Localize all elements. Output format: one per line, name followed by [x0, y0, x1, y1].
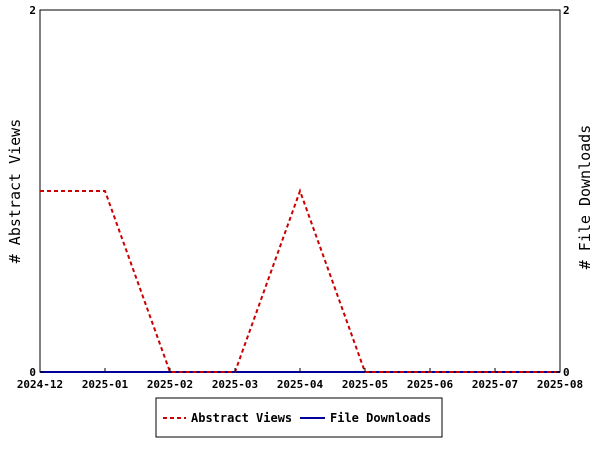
- legend: Abstract Views File Downloads: [155, 397, 443, 438]
- y-left-tick-label-2: 2: [29, 4, 36, 17]
- y-axis-right-title: # File Downloads: [576, 125, 594, 270]
- x-tick-label-2025-07: 2025-07: [472, 378, 518, 391]
- y-right-tick-label-2: 2: [563, 4, 570, 17]
- y-axis-left-title: # Abstract Views: [6, 119, 24, 264]
- legend-label-abstract-views: Abstract Views: [191, 411, 292, 425]
- legend-box: [155, 397, 443, 438]
- x-axis: 2024-12 2025-01 2025-02 2025-03 2025-04 2025-…: [17, 368, 583, 391]
- legend-label-file-downloads: File Downloads: [330, 411, 431, 425]
- x-tick-label-2025-08: 2025-08: [537, 378, 583, 391]
- x-tick-label-2025-01: 2025-01: [82, 378, 129, 391]
- x-tick-label-2025-02: 2025-02: [147, 378, 193, 391]
- y-left-tick-label-0: 0: [29, 366, 36, 379]
- y-axes: 0 2 0 2: [29, 4, 569, 379]
- x-tick-label-2025-05: 2025-05: [342, 378, 388, 391]
- x-tick-label-2025-06: 2025-06: [407, 378, 454, 391]
- series-line-abstract-views: [40, 188, 560, 373]
- series-layer: [40, 188, 560, 373]
- x-tick-label-2025-03: 2025-03: [212, 378, 258, 391]
- y-right-tick-label-0: 0: [563, 366, 570, 379]
- x-tick-label-2024-12: 2024-12: [17, 378, 63, 391]
- x-tick-label-2025-04: 2025-04: [277, 378, 324, 391]
